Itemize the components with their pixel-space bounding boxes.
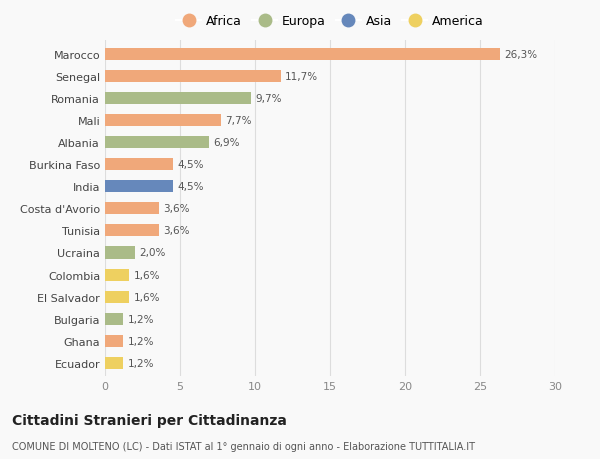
Text: 3,6%: 3,6%: [163, 226, 190, 236]
Bar: [105, 93, 251, 105]
Bar: [105, 225, 159, 237]
Bar: [105, 335, 123, 347]
Text: 4,5%: 4,5%: [177, 182, 203, 192]
Bar: [105, 115, 221, 127]
Bar: [105, 181, 173, 193]
Text: 9,7%: 9,7%: [255, 94, 281, 104]
Text: 1,2%: 1,2%: [128, 314, 154, 324]
Text: 1,2%: 1,2%: [128, 358, 154, 368]
Bar: [105, 159, 173, 171]
Text: 1,6%: 1,6%: [133, 270, 160, 280]
Text: 26,3%: 26,3%: [504, 50, 537, 60]
Legend: Africa, Europa, Asia, America: Africa, Europa, Asia, America: [172, 11, 488, 32]
Bar: [105, 247, 135, 259]
Text: 4,5%: 4,5%: [177, 160, 203, 170]
Text: COMUNE DI MOLTENO (LC) - Dati ISTAT al 1° gennaio di ogni anno - Elaborazione TU: COMUNE DI MOLTENO (LC) - Dati ISTAT al 1…: [12, 441, 475, 451]
Bar: [105, 269, 129, 281]
Text: 1,2%: 1,2%: [128, 336, 154, 346]
Text: 7,7%: 7,7%: [225, 116, 251, 126]
Bar: [105, 313, 123, 325]
Text: 6,9%: 6,9%: [213, 138, 239, 148]
Bar: [105, 203, 159, 215]
Bar: [105, 137, 209, 149]
Bar: [105, 291, 129, 303]
Text: 1,6%: 1,6%: [133, 292, 160, 302]
Text: 11,7%: 11,7%: [285, 72, 318, 82]
Bar: [105, 357, 123, 369]
Bar: [105, 49, 499, 61]
Bar: [105, 71, 281, 83]
Text: 3,6%: 3,6%: [163, 204, 190, 214]
Text: Cittadini Stranieri per Cittadinanza: Cittadini Stranieri per Cittadinanza: [12, 413, 287, 427]
Text: 2,0%: 2,0%: [139, 248, 166, 258]
